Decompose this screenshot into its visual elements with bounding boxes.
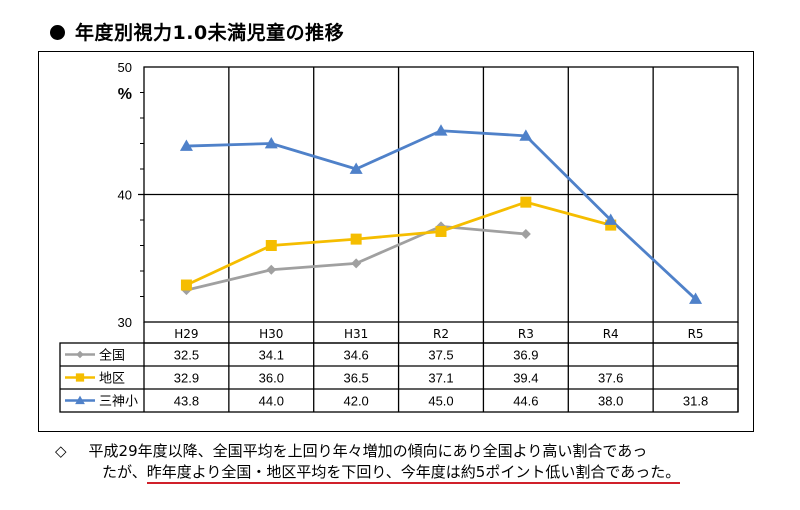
x-category-label: R5 <box>688 327 704 341</box>
table-cell-value: 36.9 <box>513 348 538 363</box>
data-point-zenkoku <box>351 258 362 269</box>
data-point-mikami-sho <box>434 124 448 136</box>
data-point-chiku <box>180 279 192 291</box>
y-tick-label: 50 <box>118 60 132 75</box>
table-cell-value: 42.0 <box>343 394 368 409</box>
table-cell-value: 32.5 <box>174 348 199 363</box>
table-cell-value: 34.1 <box>259 348 284 363</box>
data-point-mikami-sho <box>179 139 193 151</box>
table-cell-value: 34.6 <box>343 348 368 363</box>
chart-frame <box>38 51 754 432</box>
series-line-mikami-sho <box>186 129 697 301</box>
data-point-mikami-sho <box>264 137 278 149</box>
note-line-2: たが、昨年度より全国・地区平均を下回り、今年度は約5ポイント低い割合であった。 <box>55 462 775 484</box>
data-point-mikami-sho <box>604 213 618 225</box>
series-lines <box>185 129 697 301</box>
bullet-icon <box>50 25 65 40</box>
note-text-1: 平成29年度以降、全国平均を上回り年々増加の傾向にあり全国より高い割合であっ <box>88 442 648 460</box>
legend-diamond-icon <box>76 350 84 359</box>
chart-grid <box>138 66 739 412</box>
x-category-label: H31 <box>344 327 368 341</box>
data-point-chiku <box>435 225 447 237</box>
page-title: 年度別視力1.0未満児童の推移 <box>50 18 344 45</box>
table-cell-value: 36.0 <box>259 371 284 386</box>
note-text-2-emphasis: 昨年度より全国・地区平均を下回り、今年度は約5ポイント低い割合であった。 <box>146 463 681 484</box>
data-point-zenkoku <box>266 264 277 275</box>
legend-label-zenkoku: 全国 <box>99 348 125 364</box>
y-axis: 30 40 50% <box>118 60 144 330</box>
legend-label-mikami-sho: 三神小 <box>99 395 138 410</box>
data-point-mikami-sho <box>689 292 703 304</box>
x-category-label: R2 <box>433 327 449 341</box>
legend-triangle-icon <box>75 395 85 405</box>
data-point-chiku <box>350 233 362 245</box>
table-cell-value: 32.9 <box>174 371 199 386</box>
series-markers <box>179 124 703 304</box>
y-tick-label: 40 <box>118 188 132 203</box>
y-axis-unit-label: % <box>118 86 132 103</box>
data-point-mikami-sho <box>349 162 363 174</box>
note-text-2-prefix: たが、 <box>102 463 147 481</box>
summary-note: ◇ 平成29年度以降、全国平均を上回り年々増加の傾向にあり全国より高い割合であっ … <box>55 441 775 484</box>
data-point-mikami-sho <box>519 129 533 141</box>
data-point-zenkoku <box>520 229 531 240</box>
table-cell-value: 37.6 <box>598 371 623 386</box>
data-table: H29 H30 H31 R2 R3 R4 R5 全国 32.5 34.1 34.6 37.5 36.9 地… <box>59 322 739 413</box>
x-category-label: R3 <box>518 327 534 341</box>
table-cell-value: 44.6 <box>513 394 538 409</box>
table-cell-value: 44.0 <box>259 394 284 409</box>
legend-label-chiku: 地区 <box>99 372 125 387</box>
x-category-label: H30 <box>259 327 283 341</box>
table-cell-value: 31.8 <box>683 394 708 409</box>
legend-square-icon <box>75 373 85 382</box>
x-category-label: H29 <box>174 327 198 341</box>
table-cell-value: 43.8 <box>174 394 199 409</box>
table-cell-value: 45.0 <box>428 394 453 409</box>
table-cell-value: 38.0 <box>598 394 623 409</box>
x-category-label: R4 <box>603 327 619 341</box>
page-title-text: 年度別視力1.0未満児童の推移 <box>75 22 345 44</box>
series-line-chiku <box>185 200 612 287</box>
diamond-icon: ◇ <box>55 442 67 460</box>
table-cell-value: 37.5 <box>428 348 453 363</box>
data-point-chiku <box>520 196 532 208</box>
table-cell-value: 37.1 <box>428 371 453 386</box>
table-cell-value: 36.5 <box>343 371 368 386</box>
y-tick-label: 30 <box>118 315 132 330</box>
data-point-chiku <box>605 219 617 231</box>
data-point-chiku <box>265 240 277 251</box>
table-body-border <box>59 342 739 413</box>
table-cell-value: 39.4 <box>513 371 538 386</box>
note-line-1: ◇ 平成29年度以降、全国平均を上回り年々増加の傾向にあり全国より高い割合であっ <box>55 441 775 462</box>
